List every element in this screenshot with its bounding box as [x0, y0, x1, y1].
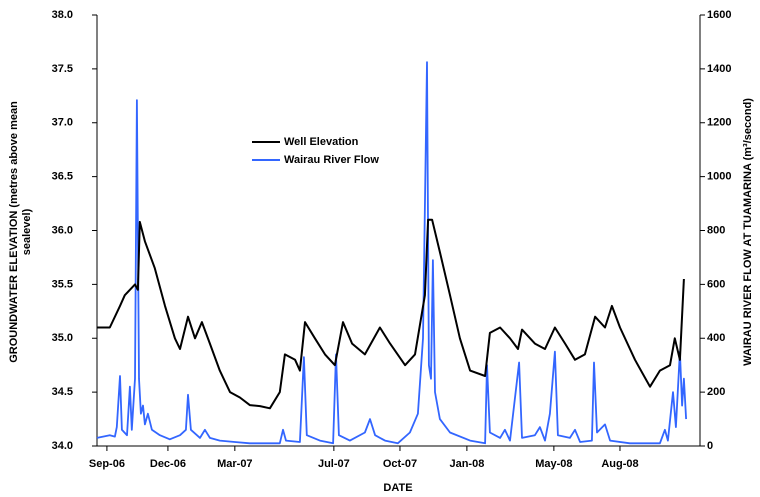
- y2-tick-label: 0: [707, 440, 713, 452]
- y2-tick-label: 1200: [707, 117, 731, 129]
- y-tick-label: 35.0: [52, 332, 73, 344]
- y-tick-label: 38.0: [52, 9, 73, 21]
- y2-tick-label: 1600: [707, 9, 731, 21]
- x-tick-label: May-08: [535, 458, 572, 470]
- y-tick-label: 34.0: [52, 440, 73, 452]
- x-tick-label: Oct-07: [383, 458, 417, 470]
- series-line: [96, 61, 687, 445]
- series-line: [97, 218, 685, 410]
- legend-label: Well Elevation: [284, 136, 359, 148]
- y2-tick-label: 1400: [707, 63, 731, 75]
- y2-tick-label: 800: [707, 224, 725, 236]
- y-tick-label: 37.0: [52, 117, 73, 129]
- x-tick-label: Jan-08: [449, 458, 484, 470]
- x-tick-label: Dec-06: [150, 458, 186, 470]
- y2-axis-title: WAIRAU RIVER FLOW AT TUAMARINA (m³/secon…: [742, 98, 754, 366]
- y2-tick-label: 200: [707, 386, 725, 398]
- y-tick-label: 35.5: [52, 278, 73, 290]
- y-axis-title: GROUNDWATER ELEVATION (metres above mean: [8, 101, 20, 363]
- x-tick-label: Jul-07: [318, 458, 350, 470]
- y-tick-label: 36.0: [52, 224, 73, 236]
- legend-label: Wairau River Flow: [284, 154, 379, 166]
- y-tick-label: 34.5: [52, 386, 73, 398]
- y-tick-label: 37.5: [52, 63, 73, 75]
- y-axis-title: sealevel): [21, 208, 33, 255]
- y2-tick-label: 600: [707, 278, 725, 290]
- x-axis-title: DATE: [383, 482, 412, 494]
- y2-tick-label: 400: [707, 332, 725, 344]
- y2-tick-label: 1000: [707, 171, 731, 183]
- y-tick-label: 36.5: [52, 171, 73, 183]
- x-tick-label: Aug-08: [601, 458, 638, 470]
- x-tick-label: Mar-07: [217, 458, 252, 470]
- x-tick-label: Sep-06: [89, 458, 125, 470]
